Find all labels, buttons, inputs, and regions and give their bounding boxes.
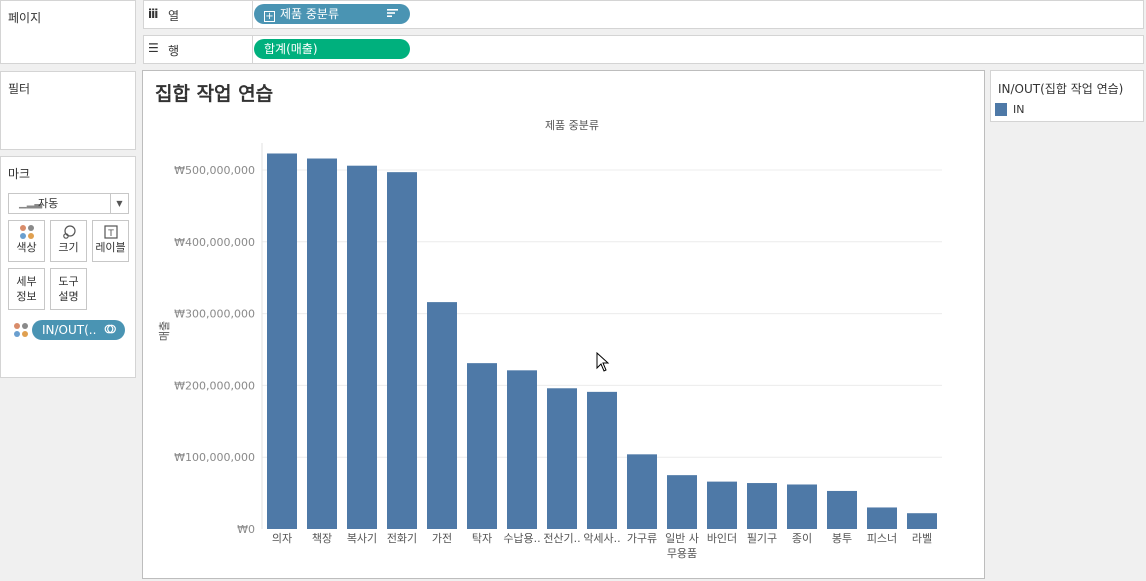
color-button[interactable]: 색상 [8, 220, 45, 262]
rows-shelf-header [143, 35, 252, 64]
legend-swatch-in[interactable] [995, 103, 1007, 116]
columns-shelf-label: 열 [168, 9, 180, 23]
size-button[interactable]: 크기 [50, 220, 87, 262]
size-button-label: 크기 [58, 241, 79, 254]
label-icon: T [93, 225, 128, 241]
size-icon [51, 225, 86, 241]
row-pill-sum-sales[interactable]: 합계(매출) [254, 39, 410, 59]
mark-type-value: 자동 [38, 197, 59, 210]
pages-panel[interactable]: 페이지 [0, 0, 136, 64]
tooltip-button[interactable]: 도구 설명 [50, 268, 87, 310]
bar-chart-icon: ▁▂▃ [19, 198, 43, 209]
tooltip-button-label-1: 도구 [58, 275, 79, 288]
label-button[interactable]: T 레이블 [92, 220, 129, 262]
rows-icon: ☰ [148, 41, 159, 55]
filters-panel[interactable]: 필터 [0, 71, 136, 150]
color-encoding-icon [14, 323, 28, 337]
detail-button-label-2: 정보 [16, 290, 37, 303]
legend-item-in[interactable]: IN [1013, 103, 1025, 116]
columns-shelf-header [143, 0, 252, 29]
detail-button[interactable]: 세부 정보 [8, 268, 45, 310]
tooltip-button-label-2: 설명 [58, 290, 79, 303]
chevron-down-icon[interactable]: ▼ [110, 194, 128, 213]
set-icon [104, 320, 116, 340]
filters-panel-title: 필터 [8, 82, 31, 96]
color-pill-in-out[interactable]: IN/OUT(.. [32, 320, 125, 340]
column-pill-label: 제품 중분류 [280, 7, 340, 21]
mouse-cursor-icon [596, 352, 610, 372]
svg-text:T: T [107, 229, 114, 239]
color-dots-icon [9, 225, 44, 241]
sort-icon[interactable] [387, 4, 398, 24]
marks-panel-title: 마크 [8, 167, 31, 181]
rows-shelf-label: 행 [168, 44, 180, 58]
sheet-title: 집합 작업 연습 [155, 83, 274, 105]
legend-title: IN/OUT(집합 작업 연습) [998, 82, 1124, 96]
detail-button-label-1: 세부 [16, 275, 37, 288]
columns-icon: iii [148, 7, 158, 21]
worksheet[interactable] [142, 70, 985, 579]
expand-icon[interactable]: + [264, 11, 275, 22]
color-button-label: 색상 [16, 241, 37, 254]
pages-panel-title: 페이지 [8, 11, 42, 25]
marks-panel: 마크 [0, 156, 136, 378]
mark-type-dropdown[interactable]: ▁▂▃ 자동 ▼ [8, 193, 129, 214]
label-button-label: 레이블 [95, 241, 126, 254]
color-pill-label: IN/OUT(.. [42, 323, 97, 337]
legend-panel: IN/OUT(집합 작업 연습) [990, 70, 1144, 122]
column-pill-product-subcategory[interactable]: + 제품 중분류 [254, 4, 410, 24]
